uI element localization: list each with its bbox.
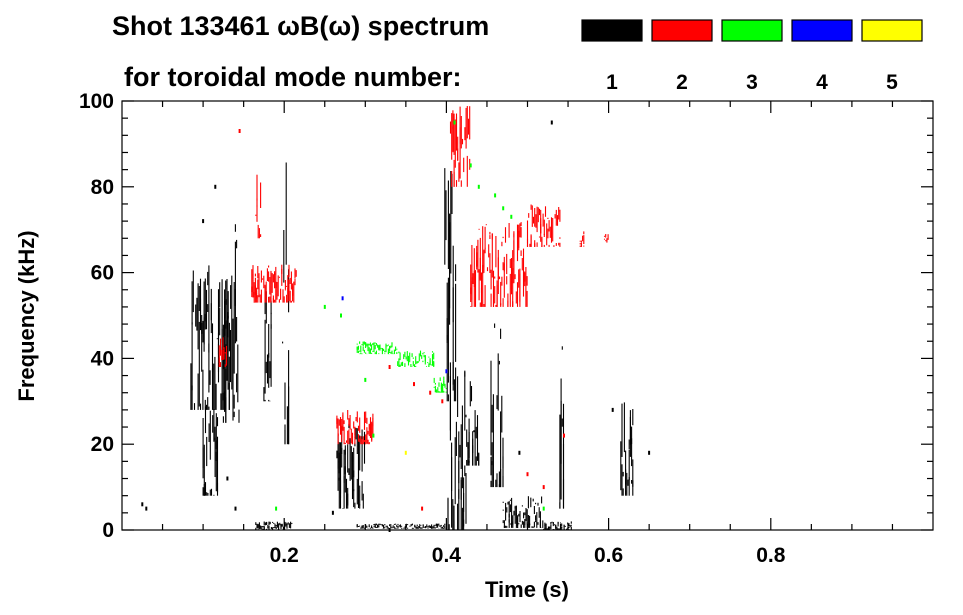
series-2-point [421,506,424,511]
legend-label-3: 3 [746,71,758,94]
series-1-region [490,323,504,488]
series-1-region [336,423,366,509]
series-1-point [214,184,217,189]
axes: 0 20 40 60 80 100 0.2 0.4 0.6 0.8 [79,90,934,567]
series-1-point [331,510,334,515]
legend-swatch-4 [791,19,853,42]
series-3-point [494,193,497,198]
series-1-region [502,496,544,528]
legend-label-4: 4 [816,71,828,94]
legend-label-1: 1 [606,71,618,94]
series-4-marks [341,296,448,374]
legend-swatch-3 [721,19,783,42]
y-axis-label: Frequency (kHz) [14,230,39,401]
series-4-point [341,296,344,301]
x-tick-label: 0.4 [432,544,462,567]
series-1-region [282,162,290,445]
series-3-point [275,506,278,511]
series-2-point [238,129,241,133]
series-3-point [453,120,456,125]
series-2-region [526,204,561,247]
series-3-point [542,506,545,511]
y-tick-label: 20 [91,433,114,456]
plot-frame [121,100,934,531]
chart-title: Shot 133461 ωB(ω) spectrum [112,11,489,41]
x-tick-label: 0.6 [594,544,623,567]
series-3-point [340,313,342,318]
series-1-region [447,362,467,530]
series-2-region [449,106,471,187]
series-5-marks [404,450,407,455]
series-2-point [563,433,565,438]
series-3-point [477,184,480,189]
plot-area: 0 20 40 60 80 100 0.2 0.4 0.6 0.8 [79,90,934,567]
series-3-region [397,350,435,367]
series-1-point [611,407,614,412]
series-1-region [263,286,272,402]
series-2-point [429,390,432,395]
series-1-point [518,450,521,455]
y-tick-label: 80 [91,176,114,199]
legend-swatch-1 [581,19,643,42]
series-3-point [364,377,367,382]
spectrum-marks [141,106,651,532]
series-1-region [559,346,565,509]
series-1-region [222,224,240,423]
series-5-point [404,450,407,455]
series-2-point [441,399,444,404]
x-axis-label: Time (s) [485,577,569,602]
series-3-point [323,304,326,309]
series-3-region [356,341,398,355]
legend-swatch-2 [651,19,713,42]
series-2-region [255,174,262,239]
series-1-point [145,506,148,511]
series-2-region [470,222,528,307]
legend: 1 2 3 4 5 [581,19,923,94]
series-3-point [372,433,375,438]
legend-swatch-5 [861,19,923,42]
series-1-region [202,406,219,496]
y-tick-label: 0 [102,519,114,542]
series-2-region [336,410,374,445]
series-2-point [542,485,545,490]
series-1-region [466,381,480,466]
series-1-region [620,402,634,496]
series-1-point [202,219,205,224]
legend-label-5: 5 [886,71,898,94]
legend-label-2: 2 [676,71,688,94]
series-1-region [255,521,293,530]
series-2-marks [218,106,609,511]
series-1-point [141,502,144,507]
series-2-point [413,382,415,387]
series-1-region [543,521,572,530]
series-1-point [226,476,229,481]
series-1-region [356,523,447,529]
series-3-point [502,206,505,211]
series-1-point [648,450,651,455]
series-3-point [469,163,472,168]
series-1-point [234,506,237,511]
series-4-point [445,369,448,374]
series-1-point [550,120,553,125]
series-3-point [510,214,513,219]
series-3-marks [275,120,545,511]
series-2-region [218,337,228,367]
x-tick-label: 0.2 [270,544,299,567]
series-1-region [444,168,457,402]
y-tick-label: 40 [91,347,114,370]
series-2-region [579,231,585,247]
series-3-region [433,376,447,393]
series-2-point [388,365,391,369]
series-2-point [526,472,529,477]
x-tick-label: 0.8 [756,544,786,567]
series-2-region [603,234,609,243]
series-1-marks [141,120,651,532]
chart-subtitle: for toroidal mode number: [124,62,462,92]
y-tick-label: 60 [91,262,114,285]
y-tick-label: 100 [79,90,114,113]
series-2-region [251,264,297,303]
